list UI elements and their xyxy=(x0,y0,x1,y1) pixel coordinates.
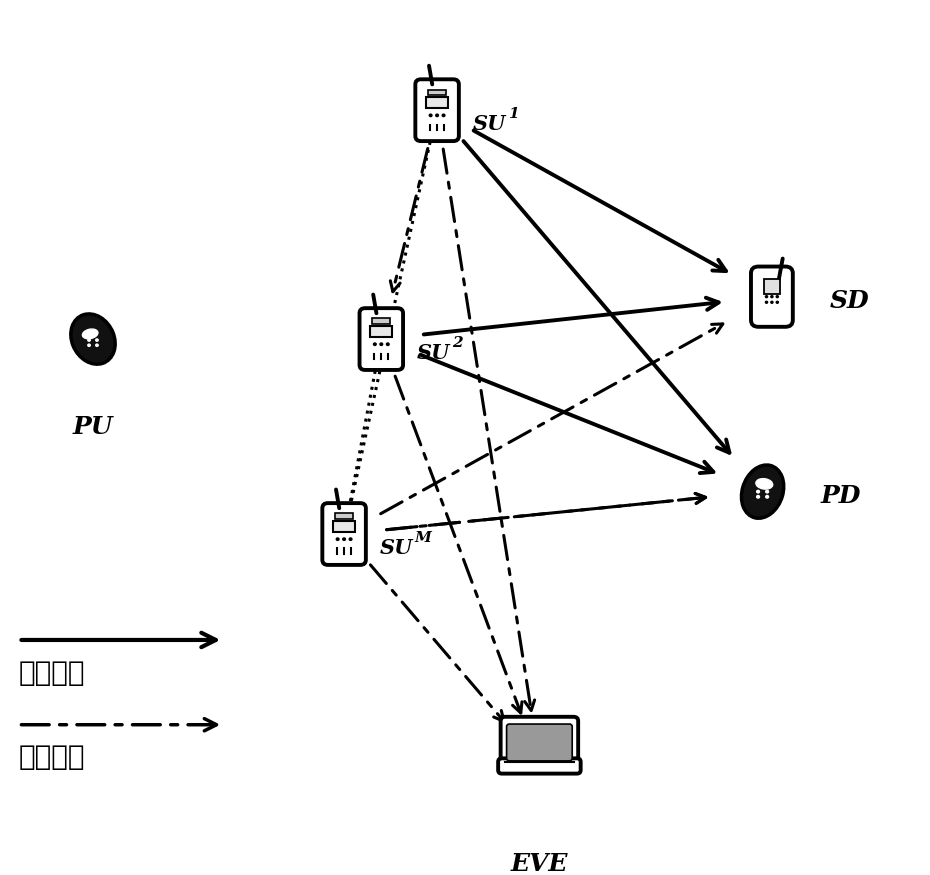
Circle shape xyxy=(777,296,778,298)
Ellipse shape xyxy=(71,314,115,364)
Text: SU: SU xyxy=(379,538,413,558)
FancyBboxPatch shape xyxy=(500,717,578,766)
FancyBboxPatch shape xyxy=(498,759,580,774)
Circle shape xyxy=(757,495,760,498)
Circle shape xyxy=(350,538,352,541)
FancyBboxPatch shape xyxy=(360,308,403,370)
Circle shape xyxy=(380,343,382,346)
Ellipse shape xyxy=(83,329,98,339)
Bar xyxy=(370,326,392,337)
Ellipse shape xyxy=(741,465,784,518)
Circle shape xyxy=(443,114,445,116)
Circle shape xyxy=(374,343,376,346)
Text: 1: 1 xyxy=(508,108,518,122)
Circle shape xyxy=(765,301,767,304)
Bar xyxy=(335,514,353,519)
Text: EVE: EVE xyxy=(511,852,568,875)
Text: PD: PD xyxy=(820,484,860,508)
Text: 干扰信号: 干扰信号 xyxy=(19,744,86,772)
FancyBboxPatch shape xyxy=(751,267,792,326)
Circle shape xyxy=(337,538,339,541)
FancyBboxPatch shape xyxy=(507,724,572,761)
Bar xyxy=(426,97,448,108)
Circle shape xyxy=(765,495,768,498)
Circle shape xyxy=(765,490,768,493)
FancyBboxPatch shape xyxy=(323,503,365,565)
Text: 2: 2 xyxy=(452,336,462,350)
Circle shape xyxy=(96,344,99,346)
Text: 数据链路: 数据链路 xyxy=(19,659,86,687)
Bar xyxy=(333,521,355,532)
Circle shape xyxy=(96,339,99,341)
Bar xyxy=(372,318,391,324)
Text: SD: SD xyxy=(830,289,870,313)
Circle shape xyxy=(757,490,760,493)
Circle shape xyxy=(436,114,438,116)
Bar xyxy=(764,279,780,294)
Circle shape xyxy=(771,296,773,298)
FancyBboxPatch shape xyxy=(416,80,458,141)
Text: M: M xyxy=(415,531,432,545)
Circle shape xyxy=(765,296,767,298)
Text: SU: SU xyxy=(417,343,450,363)
Text: PU: PU xyxy=(73,416,113,439)
Circle shape xyxy=(87,339,90,341)
Bar xyxy=(428,89,446,94)
Circle shape xyxy=(387,343,389,346)
Ellipse shape xyxy=(756,479,773,489)
Circle shape xyxy=(87,344,90,346)
Circle shape xyxy=(343,538,345,541)
Text: SU: SU xyxy=(472,115,506,135)
Circle shape xyxy=(777,301,778,304)
Circle shape xyxy=(771,301,773,304)
Circle shape xyxy=(430,114,432,116)
